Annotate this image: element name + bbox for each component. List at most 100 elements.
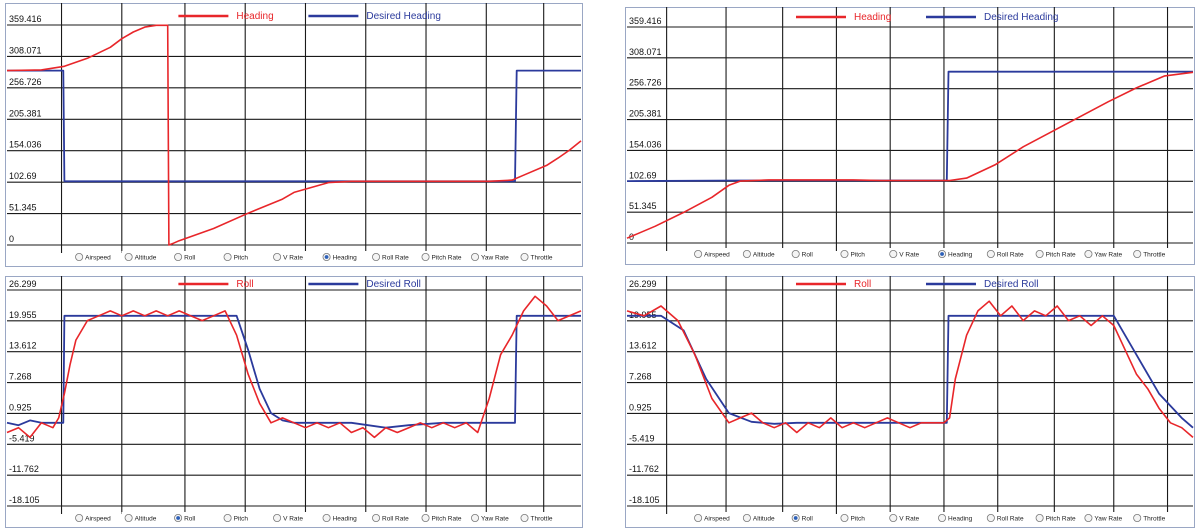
radio-button-icon[interactable] bbox=[1133, 249, 1142, 258]
radio-option-bg bbox=[418, 512, 467, 525]
radio-option[interactable]: Yaw Rate bbox=[1081, 512, 1129, 525]
radio-button-icon[interactable] bbox=[520, 252, 529, 261]
radio-button-icon[interactable] bbox=[471, 252, 480, 261]
radio-button-icon[interactable] bbox=[1084, 249, 1093, 258]
y-tick-label: 51.345 bbox=[9, 203, 37, 213]
radio-option-bg bbox=[468, 251, 516, 264]
radio-button-icon[interactable] bbox=[1035, 513, 1044, 522]
radio-option[interactable]: Throttle bbox=[517, 251, 565, 264]
radio-button-icon[interactable] bbox=[1035, 249, 1044, 258]
radio-option[interactable]: Pitch Rate bbox=[1032, 512, 1080, 525]
radio-button-icon[interactable] bbox=[421, 513, 430, 522]
radio-option[interactable]: Roll bbox=[171, 512, 219, 525]
radio-button-icon[interactable] bbox=[889, 513, 898, 522]
radio-option[interactable]: Altitude bbox=[121, 512, 170, 525]
radio-button-icon[interactable] bbox=[372, 252, 381, 261]
radio-option[interactable]: Heading bbox=[319, 512, 368, 525]
radio-option-label: Roll bbox=[184, 516, 196, 523]
radio-option-bg bbox=[935, 248, 982, 261]
radio-button-icon[interactable] bbox=[223, 513, 232, 522]
radio-button-icon[interactable] bbox=[223, 252, 232, 261]
chart-frame bbox=[625, 276, 1195, 528]
radio-option-label: Pitch bbox=[234, 255, 249, 262]
radio-option-label: Pitch Rate bbox=[1046, 252, 1076, 259]
radio-option-bg bbox=[72, 512, 120, 525]
radio-option[interactable]: Heading bbox=[935, 248, 982, 261]
legend-label: Desired Heading bbox=[366, 11, 441, 22]
radio-option[interactable]: Yaw Rate bbox=[468, 512, 516, 525]
radio-option[interactable]: Altitude bbox=[121, 251, 170, 264]
radio-option[interactable]: Airspeed bbox=[72, 512, 120, 525]
radio-button-icon[interactable] bbox=[694, 249, 703, 258]
roll-chart-right-svg: 26.29919.95513.6127.2680.925-5.419-11.76… bbox=[625, 276, 1195, 528]
radio-button-icon[interactable] bbox=[938, 513, 947, 522]
radio-option-label: Pitch Rate bbox=[1046, 516, 1076, 523]
radio-button-icon[interactable] bbox=[840, 249, 849, 258]
radio-option-label: Airspeed bbox=[704, 252, 730, 259]
roll-chart-right: 26.299 19.955 13.612 7.268 0.925 -5.419 -11.76… bbox=[625, 276, 1195, 528]
radio-option[interactable]: V Rate bbox=[270, 251, 318, 264]
radio-option[interactable]: Airspeed bbox=[691, 248, 738, 261]
radio-option-bg bbox=[1130, 248, 1177, 261]
radio-option[interactable]: Roll Rate bbox=[983, 248, 1031, 261]
radio-button-icon[interactable] bbox=[1133, 513, 1142, 522]
radio-option[interactable]: Pitch bbox=[837, 512, 885, 525]
radio-button-icon[interactable] bbox=[124, 252, 133, 261]
y-tick-label: 7.268 bbox=[629, 372, 652, 382]
radio-button-icon[interactable] bbox=[174, 252, 183, 261]
radio-option[interactable]: V Rate bbox=[270, 512, 318, 525]
y-tick-label: -11.762 bbox=[9, 464, 39, 474]
radio-button-icon[interactable] bbox=[273, 513, 282, 522]
radio-option[interactable]: Pitch Rate bbox=[418, 512, 467, 525]
radio-option[interactable]: Roll bbox=[788, 248, 836, 261]
radio-option[interactable]: Pitch bbox=[220, 251, 269, 264]
radio-button-icon[interactable] bbox=[694, 513, 703, 522]
radio-button-icon[interactable] bbox=[322, 513, 331, 522]
radio-button-icon[interactable] bbox=[372, 513, 381, 522]
radio-option-label: Heading bbox=[333, 516, 358, 523]
radio-option[interactable]: Roll bbox=[788, 512, 836, 525]
radio-button-icon[interactable] bbox=[124, 513, 133, 522]
radio-option-label: V Rate bbox=[899, 252, 919, 259]
radio-option[interactable]: V Rate bbox=[886, 512, 934, 525]
radio-button-icon[interactable] bbox=[273, 252, 282, 261]
radio-button-icon[interactable] bbox=[986, 249, 995, 258]
radio-option[interactable]: Roll Rate bbox=[369, 512, 417, 525]
radio-option[interactable]: Pitch bbox=[837, 248, 885, 261]
radio-button-icon[interactable] bbox=[1084, 513, 1093, 522]
heading-chart-right: 359.416 308.071 256.726 205.381 154.036 102.6… bbox=[625, 7, 1195, 265]
radio-option[interactable]: Airspeed bbox=[72, 251, 120, 264]
radio-button-icon[interactable] bbox=[75, 252, 84, 261]
radio-option[interactable]: Altitude bbox=[739, 248, 787, 261]
radio-button-icon[interactable] bbox=[421, 252, 430, 261]
radio-option[interactable]: Pitch Rate bbox=[1032, 248, 1080, 261]
radio-option[interactable]: Heading bbox=[935, 512, 982, 525]
radio-option[interactable]: Roll Rate bbox=[369, 251, 417, 264]
radio-button-icon[interactable] bbox=[742, 249, 751, 258]
radio-button-icon[interactable] bbox=[986, 513, 995, 522]
radio-button-icon[interactable] bbox=[471, 513, 480, 522]
radio-option-bg bbox=[983, 512, 1031, 525]
radio-option[interactable]: Yaw Rate bbox=[1081, 248, 1129, 261]
actual-series-line bbox=[626, 300, 1194, 439]
radio-option[interactable]: Roll Rate bbox=[983, 512, 1031, 525]
radio-button-icon[interactable] bbox=[520, 513, 529, 522]
radio-option[interactable]: V Rate bbox=[886, 248, 934, 261]
radio-option[interactable]: Throttle bbox=[1130, 248, 1177, 261]
radio-option[interactable]: Throttle bbox=[1130, 512, 1177, 525]
y-tick-label: -5.419 bbox=[629, 433, 655, 443]
radio-option[interactable]: Altitude bbox=[739, 512, 787, 525]
radio-option-label: Throttle bbox=[531, 516, 553, 523]
radio-option[interactable]: Pitch bbox=[220, 512, 269, 525]
radio-button-icon[interactable] bbox=[889, 249, 898, 258]
radio-option[interactable]: Heading bbox=[319, 251, 368, 264]
radio-option[interactable]: Throttle bbox=[517, 512, 565, 525]
radio-button-icon[interactable] bbox=[75, 513, 84, 522]
radio-button-icon[interactable] bbox=[742, 513, 751, 522]
radio-option[interactable]: Yaw Rate bbox=[468, 251, 516, 264]
radio-option[interactable]: Pitch Rate bbox=[418, 251, 467, 264]
radio-button-icon[interactable] bbox=[791, 249, 800, 258]
radio-option[interactable]: Roll bbox=[171, 251, 219, 264]
radio-option[interactable]: Airspeed bbox=[691, 512, 738, 525]
radio-button-icon[interactable] bbox=[840, 513, 849, 522]
